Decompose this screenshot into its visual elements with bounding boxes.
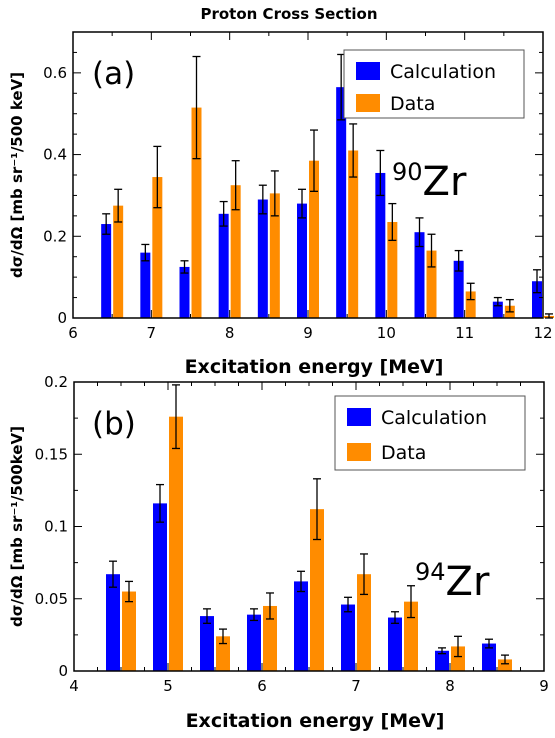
x-tick-label: 10 <box>377 324 396 342</box>
legend-swatch-data <box>356 94 380 112</box>
y-axis-label: dσ/dΩ [mb sr⁻¹/500 keV] <box>8 72 26 278</box>
bar-calculation-7 <box>388 617 402 671</box>
x-tick-label: 5 <box>163 677 173 695</box>
bar-data-1 <box>113 205 124 318</box>
nucleus-label: 90Zr <box>392 158 467 205</box>
nucleus-mass: 90 <box>392 158 423 186</box>
bar-calculation-5 <box>257 199 268 318</box>
x-tick-label: 8 <box>225 324 235 342</box>
bar-calculation-9 <box>414 232 425 318</box>
bar-calculation-8 <box>375 172 386 318</box>
x-axis-label: Excitation energy [MeV] <box>186 710 445 732</box>
x-tick-label: 11 <box>455 324 474 342</box>
legend-label-data: Data <box>381 442 426 464</box>
bar-calculation-2 <box>153 503 167 671</box>
bar-calculation-1 <box>106 574 120 671</box>
bar-data-9 <box>426 250 437 318</box>
x-axis-label: Excitation energy [MeV] <box>185 356 444 378</box>
bar-data-10 <box>465 291 476 318</box>
bar-data-5 <box>310 509 324 671</box>
bar-data-9 <box>498 659 512 671</box>
bar-data-4 <box>263 605 277 671</box>
nucleus-mass: 94 <box>415 558 446 586</box>
bar-calculation-6 <box>341 604 355 671</box>
y-tick-label: 0.1 <box>44 518 68 536</box>
y-tick-label: 0.6 <box>43 64 67 82</box>
legend-swatch-calculation <box>356 62 380 80</box>
bar-data-5 <box>269 193 280 318</box>
bar-data-7 <box>348 150 359 318</box>
x-tick-label: 8 <box>445 677 455 695</box>
legend-label-data: Data <box>390 93 435 115</box>
x-tick-label: 12 <box>533 324 552 342</box>
bar-calculation-7 <box>336 87 347 319</box>
x-tick-label: 4 <box>69 677 79 695</box>
nucleus-symbol: Zr <box>423 159 467 205</box>
x-tick-label: 9 <box>303 324 313 342</box>
x-tick-label: 7 <box>147 324 157 342</box>
bar-data-3 <box>191 107 202 318</box>
x-tick-label: 9 <box>539 677 549 695</box>
bar-data-8 <box>387 221 398 318</box>
bar-calculation-5 <box>294 581 308 671</box>
bar-calculation-4 <box>247 614 261 671</box>
bar-calculation-8 <box>435 650 449 671</box>
legend-label-calculation: Calculation <box>381 407 487 429</box>
bar-data-1 <box>122 591 136 671</box>
bar-data-2 <box>169 416 183 671</box>
bar-calculation-12 <box>532 281 542 318</box>
bar-calculation-3 <box>200 616 214 671</box>
y-tick-label: 0.05 <box>35 590 68 608</box>
bar-calculation-10 <box>453 260 464 318</box>
bar-calculation-6 <box>297 203 307 318</box>
bar-calculation-1 <box>101 224 112 318</box>
panel-label: (a) <box>92 56 135 92</box>
legend-label-calculation: Calculation <box>390 61 496 83</box>
bar-calculation-2 <box>140 252 151 318</box>
nucleus-label: 94Zr <box>415 558 490 605</box>
x-tick-label: 7 <box>351 677 361 695</box>
bar-data-2 <box>152 177 163 318</box>
bar-calculation-3 <box>179 266 190 318</box>
y-tick-label: 0 <box>57 309 67 327</box>
legend-swatch-data <box>347 443 371 461</box>
bar-calculation-4 <box>218 213 229 318</box>
legend-swatch-calculation <box>347 408 371 426</box>
nucleus-symbol: Zr <box>446 559 490 605</box>
bar-data-7 <box>404 601 418 671</box>
bar-data-4 <box>230 185 241 318</box>
chart-title: Proton Cross Section <box>200 5 377 23</box>
y-tick-label: 0.2 <box>44 373 68 391</box>
y-tick-label: 0 <box>58 662 68 680</box>
x-tick-label: 6 <box>257 677 267 695</box>
y-tick-label: 0.15 <box>35 445 68 463</box>
bar-data-6 <box>309 160 319 318</box>
bar-calculation-9 <box>482 643 496 671</box>
y-tick-label: 0.4 <box>43 146 67 164</box>
y-axis-label: dσ/dΩ [mb sr⁻¹/500keV] <box>8 426 26 627</box>
bar-data-8 <box>451 646 465 671</box>
bar-data-6 <box>357 574 371 671</box>
bar-data-3 <box>216 636 230 671</box>
x-tick-label: 6 <box>68 324 78 342</box>
y-tick-label: 0.2 <box>43 227 67 245</box>
bar-calculation-11 <box>492 301 503 318</box>
panel-label: (b) <box>92 406 136 442</box>
